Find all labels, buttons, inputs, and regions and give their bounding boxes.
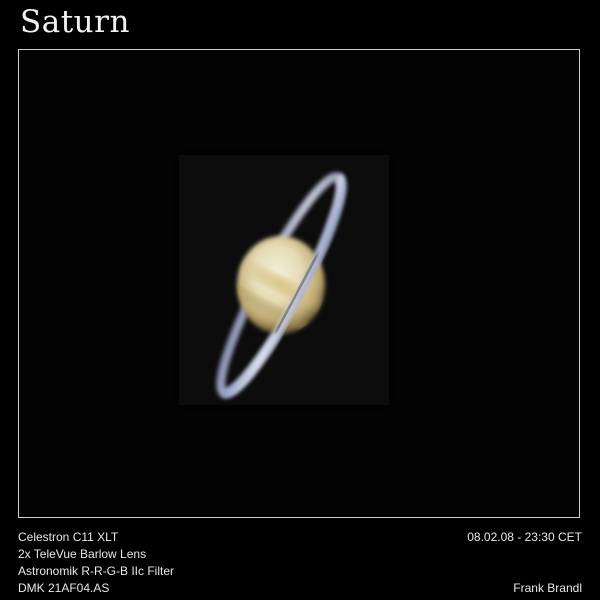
capture-datetime: 08.02.08 - 23:30 CET [467,530,582,544]
image-title: Saturn [20,4,130,40]
author-credit: Frank Brandl [513,581,582,595]
equipment-camera: DMK 21AF04.AS [18,581,110,595]
equipment-filter: Astronomik R-R-G-B IIc Filter [18,564,175,578]
equipment-telescope: Celestron C11 XLT [18,530,119,544]
equipment-list: Celestron C11 XLT 2x TeleVue Barlow Lens… [18,529,174,597]
photo-frame [18,49,580,518]
equipment-barlow: 2x TeleVue Barlow Lens [18,547,147,561]
planet-globe [237,236,325,334]
saturn-photo [19,50,579,517]
